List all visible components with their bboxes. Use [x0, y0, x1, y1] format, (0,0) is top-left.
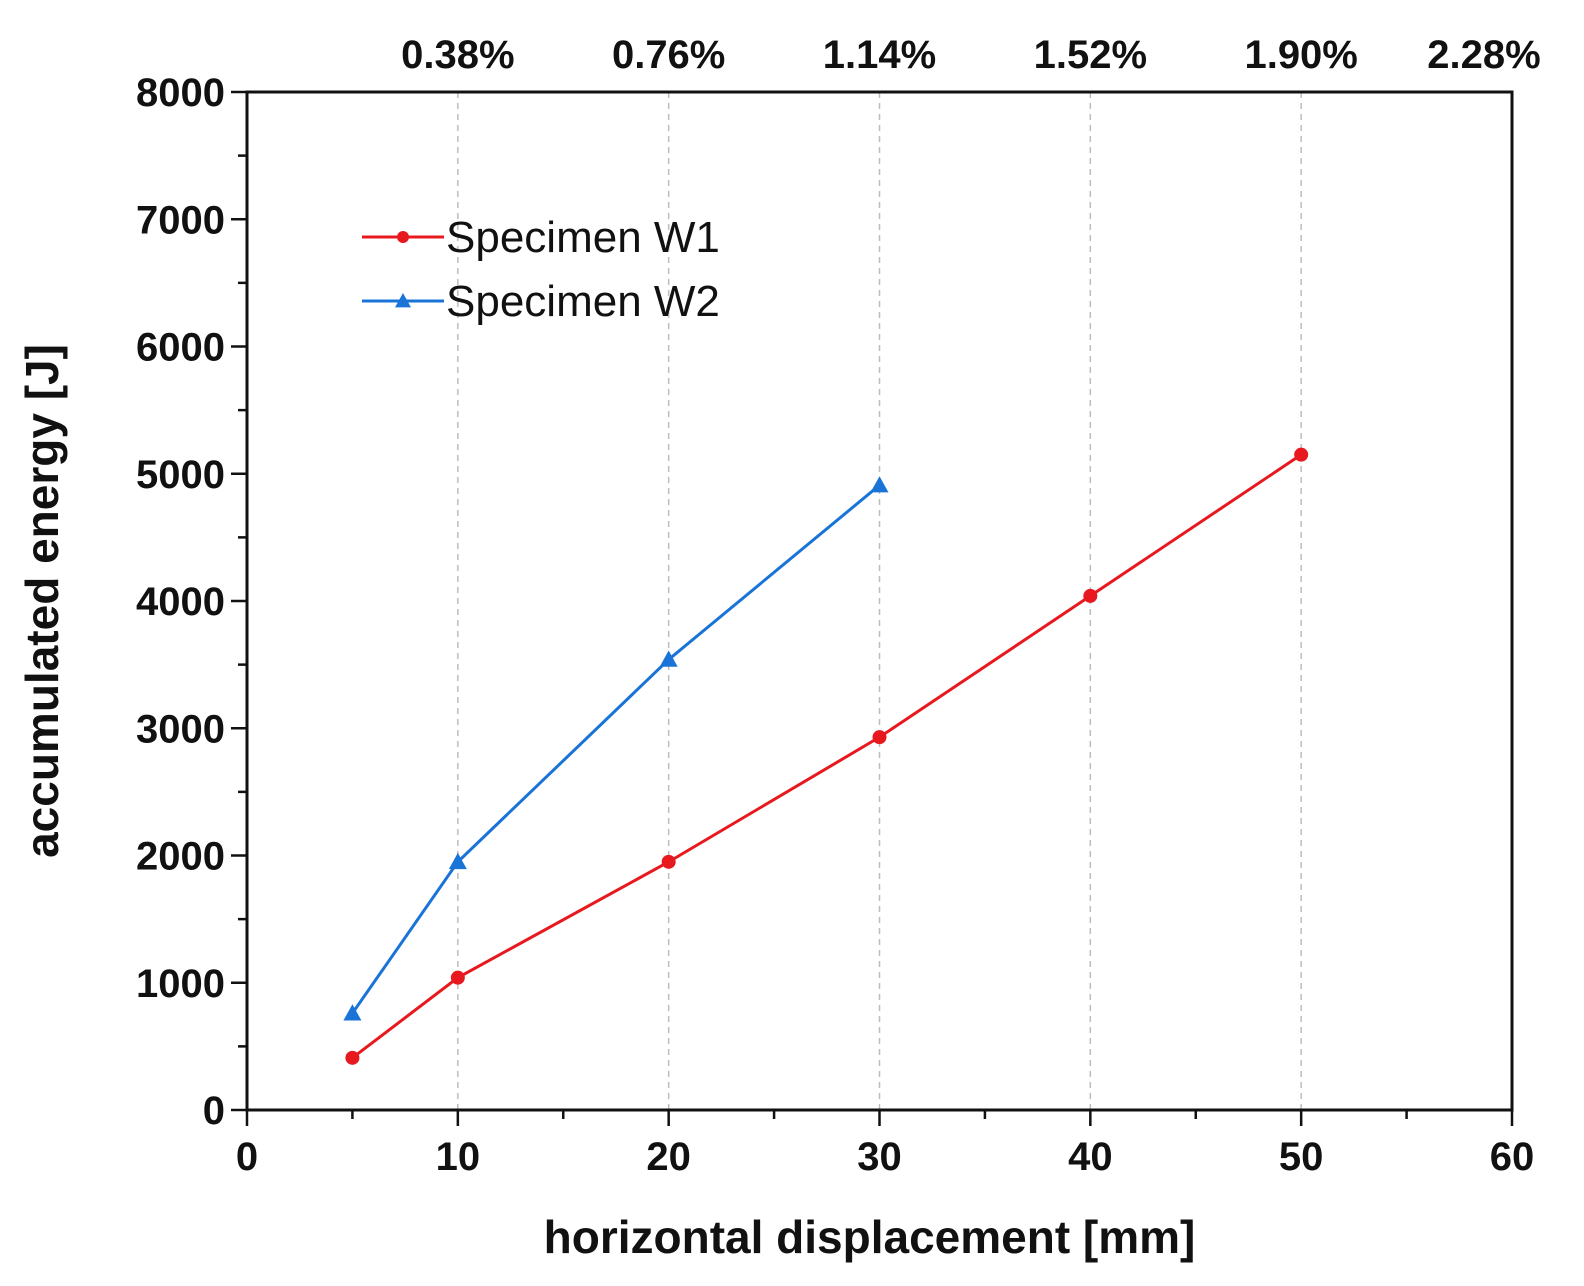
legend-marker-specimen-w2	[395, 293, 411, 308]
data-point-w1-40	[1083, 588, 1098, 603]
y-tick-label-1000: 1000	[136, 962, 225, 1006]
y-tick-label-4000: 4000	[136, 580, 225, 624]
data-point-w2-20	[659, 650, 678, 667]
series-line-1	[351, 453, 1303, 1060]
y-tick-label-2000: 2000	[136, 835, 225, 879]
x-tick-label-10: 10	[436, 1135, 481, 1179]
data-point-w1-20	[661, 854, 676, 869]
legend-label-specimen-w2: Specimen W2	[446, 277, 720, 326]
y-tick-label-5000: 5000	[136, 453, 225, 497]
data-point-w2-30	[870, 476, 889, 493]
y-tick-label-7000: 7000	[136, 198, 225, 242]
legend-marker-specimen-w1	[397, 231, 409, 243]
top-axis-label-30: 1.14%	[823, 33, 936, 77]
x-tick-label-40: 40	[1068, 1135, 1113, 1179]
grid-layer	[457, 92, 1302, 1110]
data-point-w2-5	[343, 1004, 362, 1021]
data-point-w1-5	[345, 1050, 360, 1065]
y-tick-label-8000: 8000	[136, 71, 225, 115]
top-axis-label-50: 1.90%	[1244, 33, 1357, 77]
x-tick-label-30: 30	[857, 1135, 902, 1179]
x-tick-label-60: 60	[1490, 1135, 1535, 1179]
series-layer	[343, 447, 1309, 1065]
series-line-2	[351, 484, 881, 1015]
top-axis-label-20: 0.76%	[612, 33, 725, 77]
y-tick-label-3000: 3000	[136, 707, 225, 751]
x-tick-label-20: 20	[646, 1135, 691, 1179]
x-axis-title: horizontal displacement [mm]	[544, 1211, 1196, 1263]
top-axis-label-40: 1.52%	[1034, 33, 1147, 77]
data-point-w2-10	[448, 852, 467, 870]
y-axis-title: accumulated energy [J]	[16, 344, 68, 858]
top-axis-label-10: 0.38%	[401, 33, 514, 77]
tick-labels-layer: 0 10 20 30 40 50 60 0 1000 2000 3000 4000 5000 6000 70…	[136, 33, 1541, 1179]
y-tick-label-0: 0	[203, 1089, 225, 1133]
ticks-layer	[231, 90, 1514, 1126]
data-point-w1-50	[1294, 447, 1309, 462]
top-axis-label-60: 2.28%	[1427, 33, 1540, 77]
data-point-w1-30	[872, 730, 887, 745]
data-point-w1-10	[450, 970, 465, 985]
y-tick-label-6000: 6000	[136, 326, 225, 370]
x-tick-label-50: 50	[1279, 1135, 1324, 1179]
legend-label-specimen-w1: Specimen W1	[446, 213, 720, 262]
x-tick-label-0: 0	[236, 1135, 258, 1179]
legend: Specimen W1 Specimen W2	[362, 213, 720, 326]
